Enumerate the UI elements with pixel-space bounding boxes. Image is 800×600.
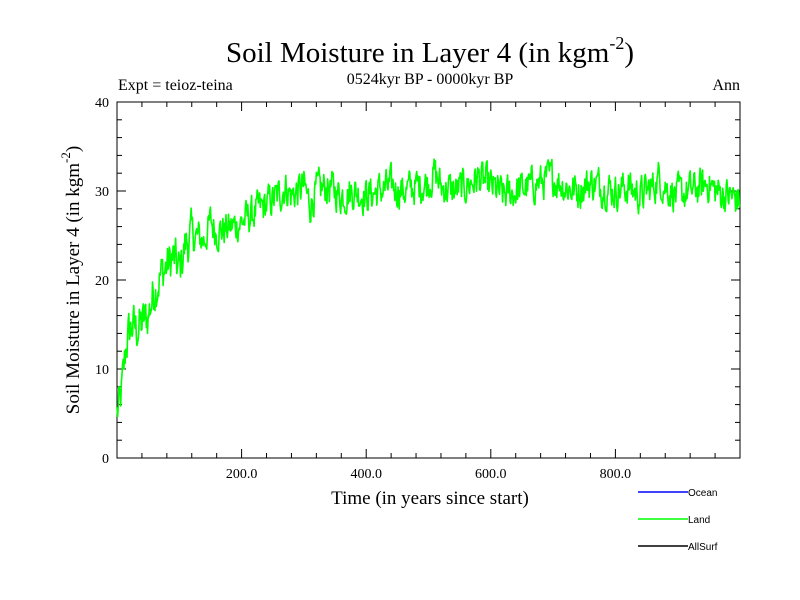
y-tick-label: 10 [95, 363, 109, 378]
x-tick-label: 800.0 [600, 467, 632, 482]
legend-label-allsurf: AllSurf [688, 542, 718, 553]
season-label: Ann [712, 77, 740, 94]
y-tick-label: 0 [102, 452, 109, 467]
plot-frame [116, 101, 741, 459]
x-axis-label: Time (in years since start) [331, 488, 529, 509]
x-tick-label: 600.0 [475, 467, 507, 482]
series-group [116, 158, 741, 418]
x-tick-label: 400.0 [350, 467, 382, 482]
legend-label-ocean: Ocean [688, 488, 717, 499]
legend: Ocean Land AllSurf [638, 488, 718, 553]
y-axis-label: Soil Moisture in Layer 4 (in kgm-2) [58, 146, 84, 414]
y-tick-label: 40 [95, 96, 109, 111]
y-tick-label: 20 [95, 274, 109, 289]
y-tick-label: 30 [95, 185, 109, 200]
x-tick-label: 200.0 [226, 467, 258, 482]
legend-label-land: Land [688, 515, 710, 526]
series-line-land [116, 158, 741, 418]
chart-title: Soil Moisture in Layer 4 (in kgm-2) [226, 33, 634, 69]
experiment-label: Expt = teioz-teina [118, 77, 233, 94]
chart-subtitle: 0524kyr BP - 0000kyr BP [347, 71, 514, 88]
axes: 0 10 20 30 40 200.0 400.0 600.0 800.0 [95, 96, 740, 482]
